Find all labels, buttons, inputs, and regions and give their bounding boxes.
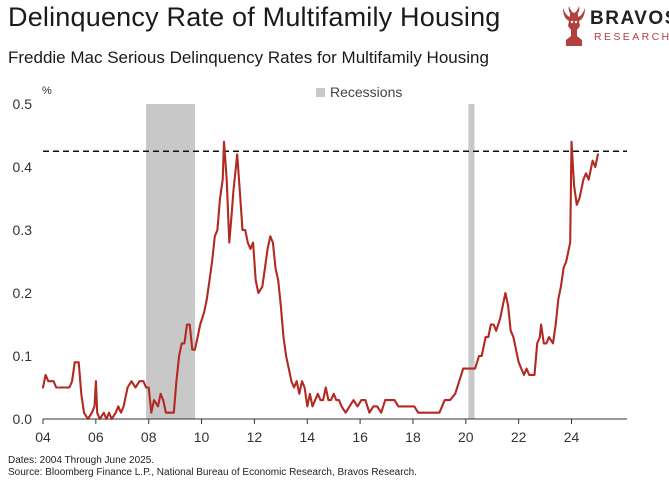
y-tick-label: 0.2: [13, 285, 33, 301]
x-tick-label: 20: [458, 429, 474, 445]
series-line-1: [41, 140, 599, 421]
x-tick-label: 22: [511, 429, 527, 445]
x-tick-label: 16: [352, 429, 368, 445]
bull-logo-icon: [563, 6, 585, 46]
y-tick-label: 0.3: [13, 222, 33, 238]
x-tick-label: 04: [35, 429, 51, 445]
y-axis-unit-label: %: [42, 85, 52, 97]
brand-tagline: RESEARCH: [594, 31, 669, 43]
legend-swatch-recessions: [316, 88, 325, 97]
recession-band-1: [146, 104, 195, 419]
delinquency-line-chart: 0.0 0.1 0.2 0.3 0.4 0.5% 04 06 08 10 12 14 16 18 20 22 2…: [13, 84, 627, 445]
chart-title: Delinquency Rate of Multifamily Housing: [8, 2, 501, 32]
x-tick-label: 10: [194, 429, 210, 445]
legend-label-recessions: Recessions: [330, 84, 402, 100]
x-tick-label: 18: [405, 429, 421, 445]
y-tick-label: 0.4: [13, 159, 33, 175]
x-tick-label: 24: [564, 429, 580, 445]
source-note: Source: Bloomberg Finance L.P., National…: [8, 467, 417, 478]
y-tick-label: 0.1: [13, 348, 33, 364]
footer-notes: Dates: 2004 Through June 2025. Source: B…: [8, 455, 417, 479]
y-tick-label: 0.0: [13, 411, 33, 427]
x-tick-label: 08: [141, 429, 157, 445]
brand-name: BRAVOS: [590, 8, 669, 29]
x-tick-label: 12: [247, 429, 263, 445]
x-tick-label: 14: [299, 429, 315, 445]
dates-note: Dates: 2004 Through June 2025.: [8, 455, 155, 466]
brand-logo: BRAVOS RESEARCH: [560, 4, 669, 48]
y-tick-label: 0.5: [13, 96, 33, 112]
recession-band-2: [468, 104, 475, 419]
x-tick-label: 06: [88, 429, 104, 445]
chart-subtitle: Freddie Mac Serious Delinquency Rates fo…: [8, 48, 489, 67]
